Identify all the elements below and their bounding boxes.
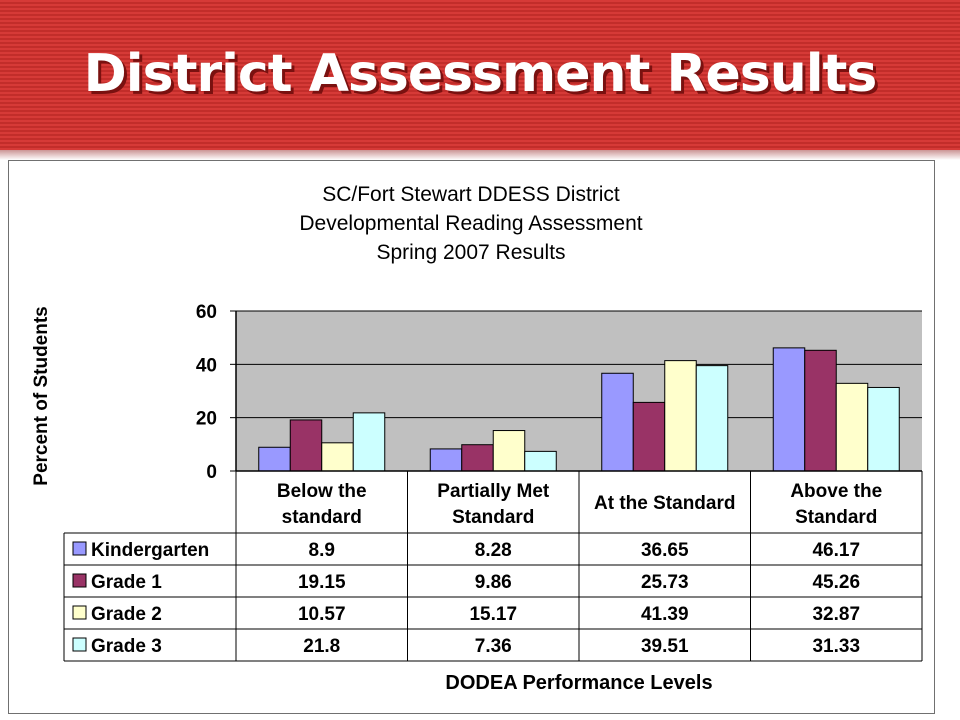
- y-axis-label: Percent of Students: [31, 306, 52, 485]
- bar-kindergarten: [772, 347, 806, 472]
- bar-grade-3: [867, 386, 900, 472]
- data-value-label: 8.9: [309, 540, 335, 561]
- category-label: Standard: [452, 507, 534, 528]
- y-tick-label: 60: [196, 302, 217, 323]
- bar-kindergarten: [258, 446, 291, 472]
- bar-grade-3: [695, 365, 729, 472]
- y-tick-label: 20: [196, 409, 217, 430]
- legend-label: Kindergarten: [91, 540, 209, 561]
- bar-grade-1: [289, 419, 323, 472]
- data-value-label: 46.17: [812, 540, 860, 561]
- bar-grade-2: [321, 442, 354, 472]
- legend-swatch: [72, 605, 87, 620]
- data-value-label: 45.26: [812, 572, 860, 593]
- data-value-label: 19.15: [298, 572, 346, 593]
- legend-label: Grade 2: [91, 604, 162, 625]
- category-label: At the Standard: [594, 493, 735, 514]
- bar-grade-2: [835, 382, 869, 472]
- data-value-label: 15.17: [469, 604, 517, 625]
- data-value-label: 25.73: [641, 572, 689, 593]
- data-value-label: 21.8: [303, 636, 340, 657]
- bar-grade-1: [461, 444, 494, 472]
- bar-grade-1: [632, 401, 666, 472]
- title-banner: District Assessment Results: [0, 0, 960, 150]
- slide-title: District Assessment Results: [83, 44, 878, 104]
- category-label: Partially Met: [437, 481, 550, 502]
- chart-title-line: SC/Fort Stewart DDESS District: [322, 183, 620, 206]
- legend-label: Grade 3: [91, 636, 162, 657]
- bar-grade-3: [524, 450, 557, 472]
- data-value-label: 7.36: [475, 636, 512, 657]
- data-value-label: 41.39: [641, 604, 689, 625]
- category-label: standard: [282, 507, 362, 528]
- legend-swatch: [72, 637, 87, 652]
- data-value-label: 39.51: [641, 636, 689, 657]
- bar-grade-2: [664, 360, 697, 472]
- chart-frame: SC/Fort Stewart DDESS District Developmen…: [8, 160, 935, 714]
- bar-grade-3: [352, 412, 386, 472]
- chart-title-line: Spring 2007 Results: [376, 241, 565, 264]
- data-value-label: 9.86: [475, 572, 512, 593]
- banner-shadow: [0, 150, 960, 160]
- category-label: Below the: [277, 481, 367, 502]
- category-label: Above the: [790, 481, 882, 502]
- data-value-label: 31.33: [812, 636, 860, 657]
- y-tick-label: 0: [206, 462, 217, 483]
- category-label: Standard: [795, 507, 877, 528]
- data-value-label: 36.65: [641, 540, 689, 561]
- legend-label: Grade 1: [91, 572, 162, 593]
- bar-grade-1: [804, 349, 837, 472]
- data-value-label: 10.57: [298, 604, 346, 625]
- bar-kindergarten: [601, 372, 634, 472]
- x-axis-label: DODEA Performance Levels: [445, 672, 712, 694]
- legend-swatch: [72, 541, 87, 556]
- legend-swatch: [72, 573, 87, 588]
- chart-title-line: Developmental Reading Assessment: [299, 212, 642, 235]
- bar-kindergarten: [429, 448, 463, 472]
- assessment-bar-chart: SC/Fort Stewart DDESS District Developmen…: [31, 183, 923, 694]
- data-value-label: 8.28: [475, 540, 512, 561]
- bar-grade-2: [492, 430, 526, 472]
- data-value-label: 32.87: [812, 604, 860, 625]
- y-tick-label: 40: [196, 355, 217, 376]
